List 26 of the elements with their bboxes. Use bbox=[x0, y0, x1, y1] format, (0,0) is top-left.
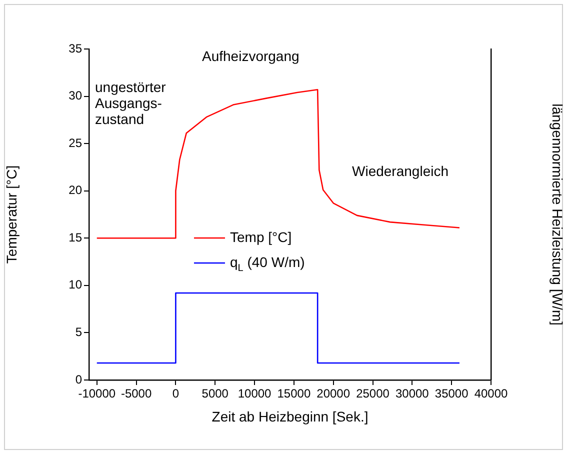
y-axis-title: Temperatur [°C] bbox=[3, 165, 20, 264]
x-tick-label: 40000 bbox=[474, 386, 508, 401]
y-tick-label: 30 bbox=[68, 88, 82, 103]
x-tick-label: 15000 bbox=[277, 386, 311, 401]
x-tick-label: 25000 bbox=[356, 386, 390, 401]
y2-axis-title: längennormierte Heizleistung [W/m] bbox=[550, 104, 566, 326]
y-tick-label: 20 bbox=[68, 183, 82, 198]
annotation: Wiederangleich bbox=[352, 162, 448, 179]
x-tick-label: 30000 bbox=[395, 386, 430, 401]
y-tick-label: 10 bbox=[68, 278, 82, 292]
x-tick-label: 0 bbox=[172, 386, 180, 401]
annotation: ungestörter Ausgangs- zustand bbox=[95, 78, 166, 127]
legend-label: Temp [°C] bbox=[230, 228, 292, 245]
x-tick-label: 35000 bbox=[434, 386, 469, 401]
y-tick-label: 15 bbox=[68, 230, 82, 244]
y-tick-label: 25 bbox=[68, 136, 82, 150]
y-tick-label: 5 bbox=[75, 325, 82, 340]
annotation: Aufheizvorgang bbox=[202, 48, 300, 64]
x-tick-label: 5000 bbox=[202, 386, 229, 401]
x-axis-title: Zeit ab Heizbeginn [Sek.] bbox=[212, 408, 368, 424]
y-tick-label: 0 bbox=[75, 372, 82, 386]
x-tick-label: -5000 bbox=[120, 386, 152, 401]
y-tick-label: 35 bbox=[68, 41, 82, 56]
x-tick-label: 20000 bbox=[316, 386, 350, 401]
x-tick-label: 10000 bbox=[238, 386, 272, 401]
x-tick-label: -10000 bbox=[78, 386, 116, 401]
